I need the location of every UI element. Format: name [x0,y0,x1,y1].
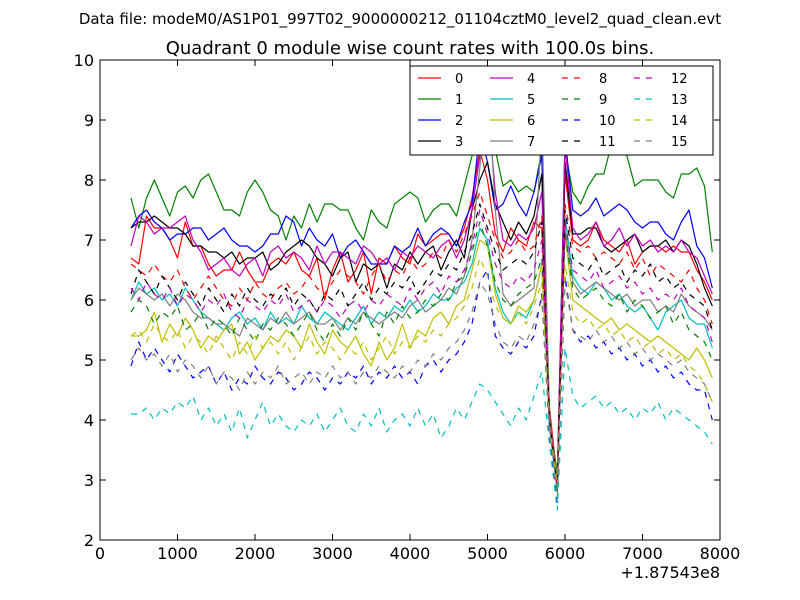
series-line-12 [130,209,713,487]
legend-label-3: 3 [455,135,463,150]
y-tick-label: 2 [84,531,94,550]
y-tick-label: 5 [84,351,94,370]
legend-label-2: 2 [455,114,463,129]
legend-label-7: 7 [527,135,535,150]
x-tick-label: 7000 [622,544,663,563]
x-tick-label: 8000 [700,544,741,563]
legend-label-12: 12 [671,72,688,87]
y-tick-label: 3 [84,471,94,490]
series-line-7 [130,71,713,487]
y-tick-label: 10 [74,51,94,70]
legend-label-5: 5 [527,93,535,108]
series-line-3 [130,161,713,487]
y-tick-label: 7 [84,231,94,250]
series-line-10 [130,269,713,505]
x-tick-label: 6000 [545,544,586,563]
x-tick-label: 4000 [390,544,431,563]
series-line-0 [130,149,713,481]
legend-label-9: 9 [599,93,607,108]
legend-label-15: 15 [671,135,688,150]
y-tick-label: 8 [84,171,94,190]
legend-label-13: 13 [671,93,688,108]
series-line-4 [130,101,713,487]
series-layer [130,65,713,511]
legend-box [409,65,714,156]
x-tick-label: 0 [95,544,105,563]
legend-label-6: 6 [527,114,535,129]
series-line-14 [130,257,713,487]
legend-label-10: 10 [599,114,616,129]
legend-label-14: 14 [671,114,688,129]
y-tick-label: 9 [84,111,94,130]
x-tick-label: 3000 [312,544,353,563]
series-line-9 [130,221,713,493]
x-tick-label: 5000 [467,544,508,563]
x-offset-label: +1.87543e8 [620,563,720,582]
legend-label-8: 8 [599,72,607,87]
legend-label-0: 0 [455,72,463,87]
series-line-13 [131,347,713,511]
axes-ticks: 0 1000 2000 3000 4000 5000 6000 7000 8000 2 3 4 5 6 7 8… [74,51,741,563]
series-line-15 [130,281,713,499]
legend-label-1: 1 [455,93,463,108]
series-line-11 [130,203,713,487]
series-line-2 [130,131,713,493]
chart-title: Quadrant 0 module wise count rates with … [166,38,655,59]
x-tick-label: 2000 [235,544,276,563]
y-tick-label: 6 [84,291,94,310]
chart-supertitle: Data file: modeM0/AS1P01_997T02_90000002… [79,10,721,29]
legend-label-11: 11 [599,135,616,150]
x-tick-label: 1000 [157,544,198,563]
y-tick-label: 4 [84,411,94,430]
legend-label-4: 4 [527,72,535,87]
